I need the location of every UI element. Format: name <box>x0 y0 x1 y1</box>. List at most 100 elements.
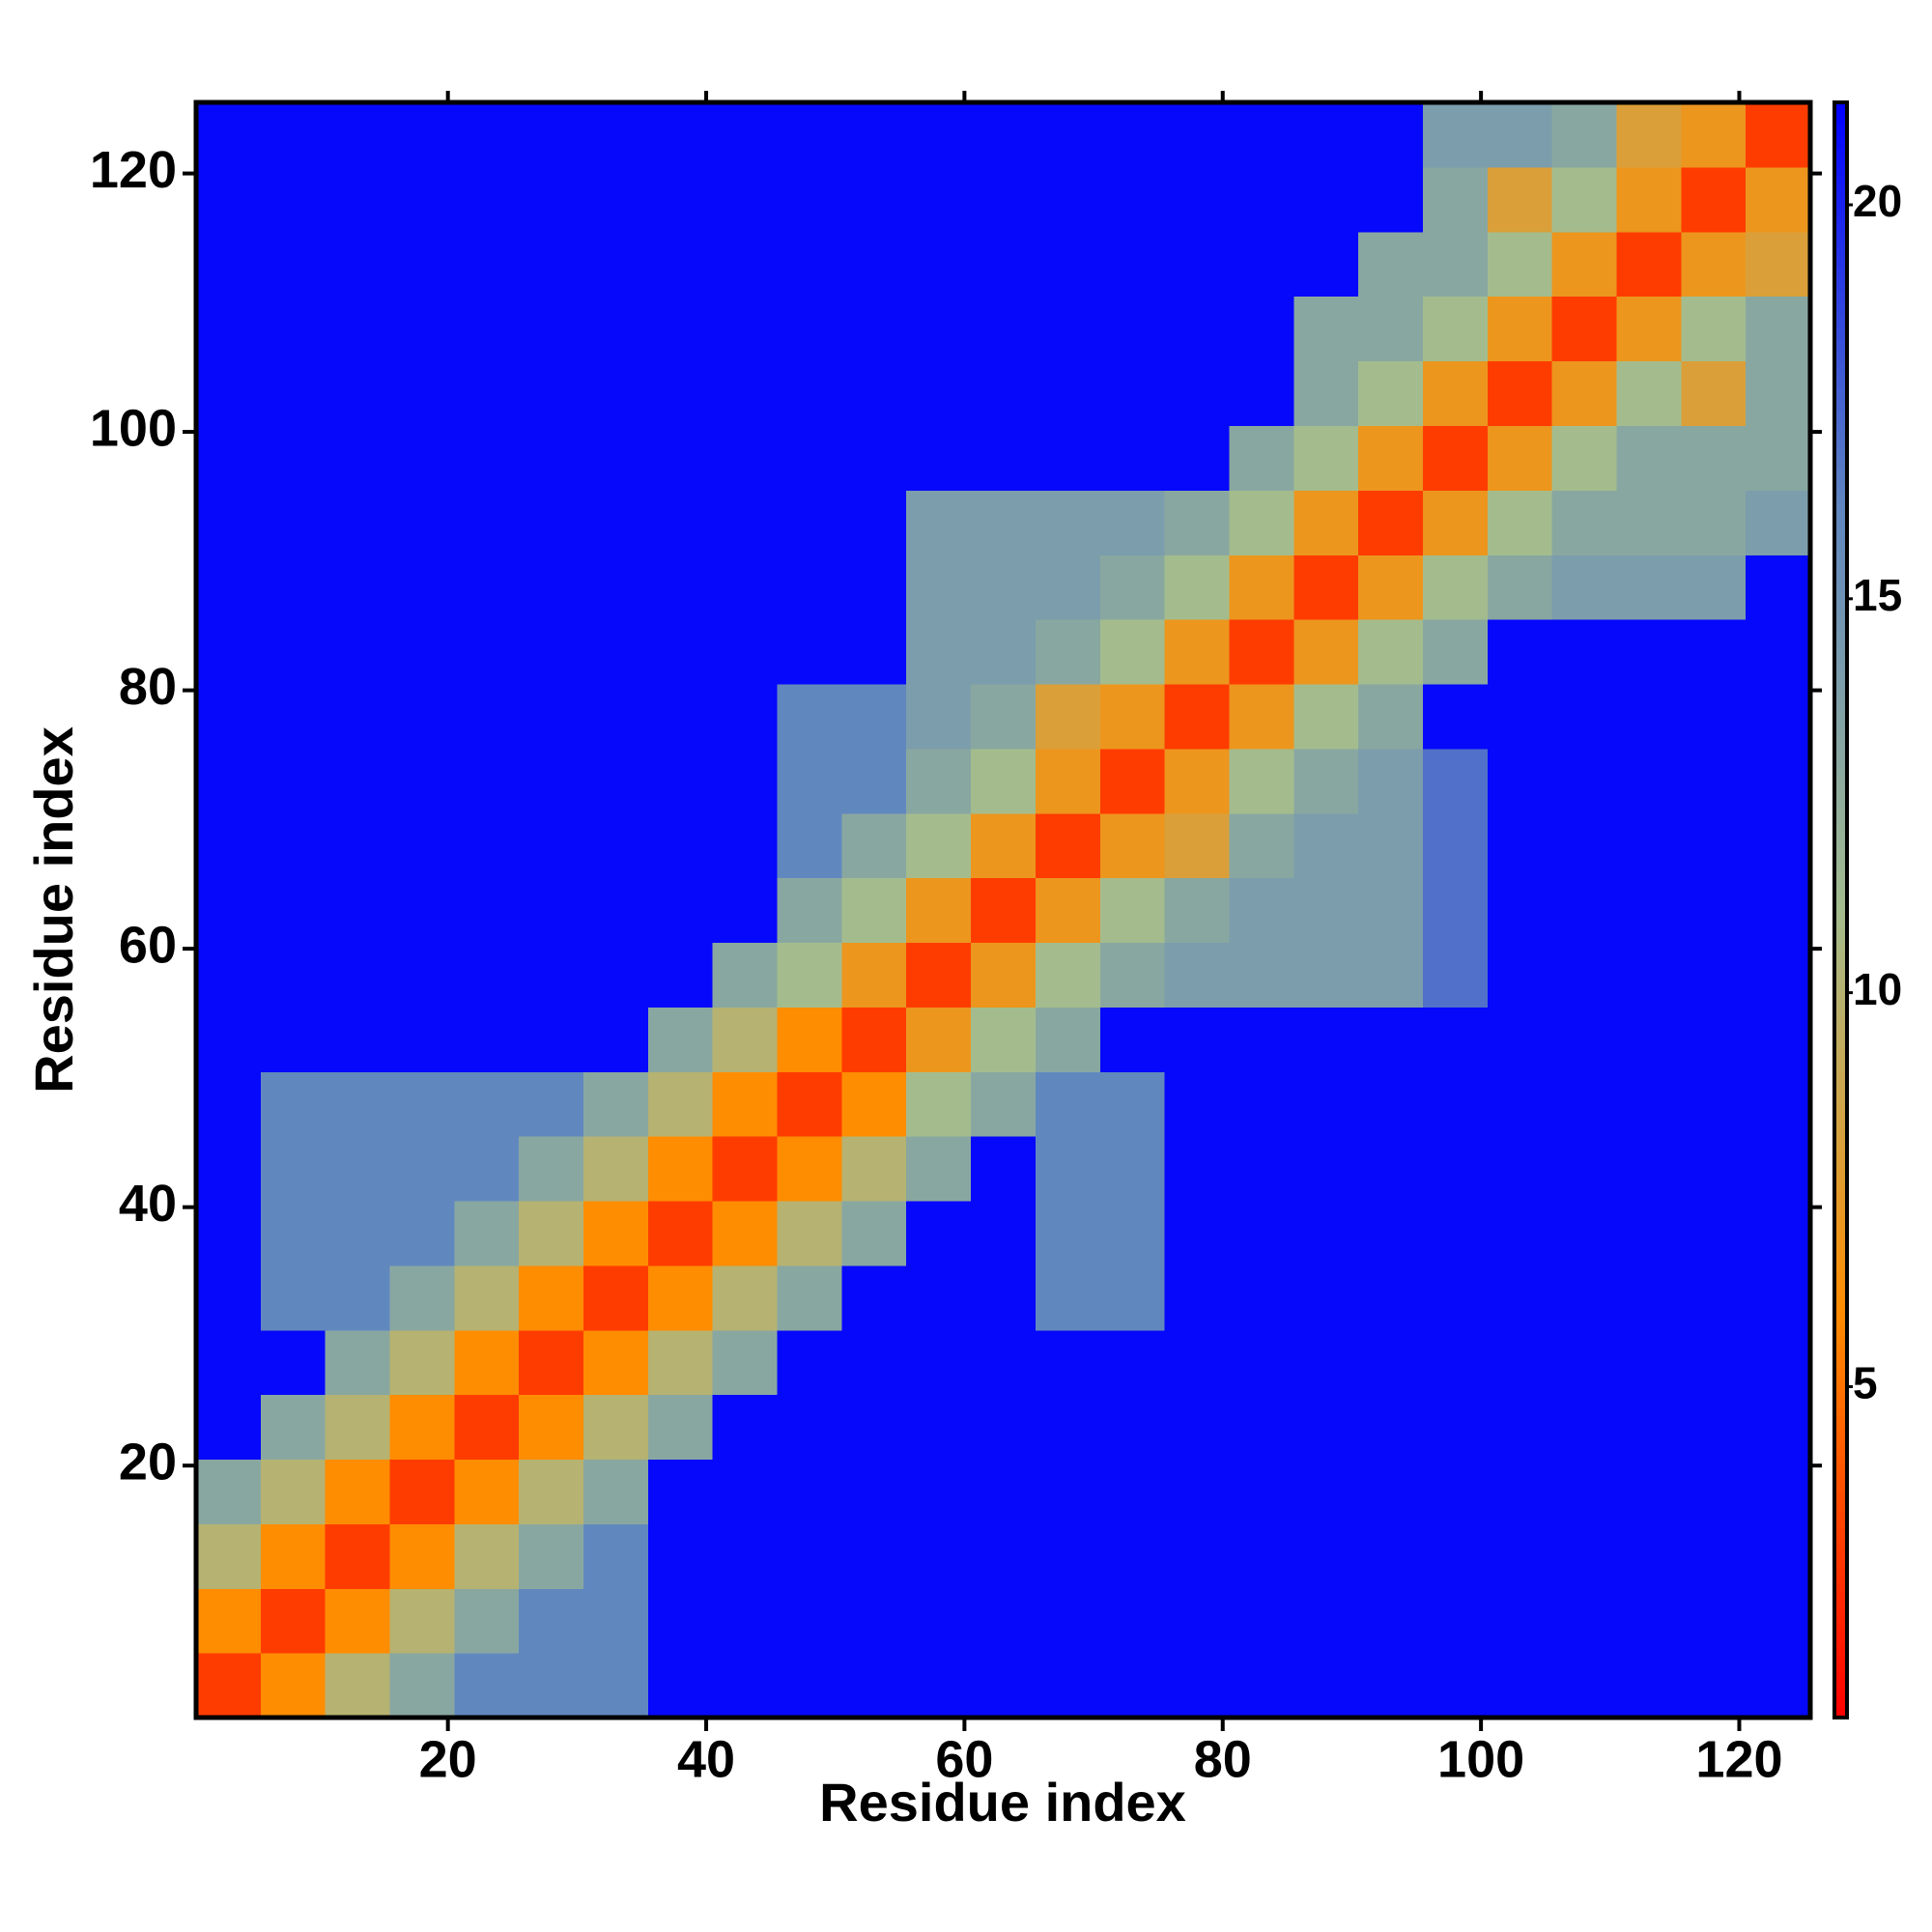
heatmap-cell <box>1099 166 1166 233</box>
heatmap-cell <box>260 1007 327 1072</box>
heatmap-cell <box>1551 296 1618 362</box>
heatmap-cell <box>389 942 455 1008</box>
heatmap-cell <box>454 1007 520 1072</box>
heatmap-cell <box>1487 296 1553 362</box>
colorbar <box>1833 100 1849 1719</box>
heatmap-cell <box>1487 425 1553 491</box>
y-tick-label: 60 <box>119 916 177 974</box>
heatmap-cell <box>260 1200 327 1266</box>
heatmap-cell <box>196 490 262 555</box>
heatmap-cell <box>325 1394 391 1461</box>
heatmap-cell <box>1422 425 1489 491</box>
heatmap-cell <box>1487 748 1553 814</box>
heatmap-cell <box>647 1329 714 1396</box>
heatmap-cell <box>1616 1394 1682 1461</box>
heatmap-cell <box>712 619 779 685</box>
heatmap-cell <box>1746 1007 1811 1072</box>
heatmap-cell <box>1746 1071 1811 1137</box>
heatmap-cell <box>647 490 714 555</box>
heatmap-cell <box>712 296 779 362</box>
heatmap-cell <box>971 1071 1037 1137</box>
heatmap-cell <box>583 1394 649 1461</box>
heatmap-cell <box>1746 1200 1811 1266</box>
heatmap-cell <box>906 102 972 168</box>
heatmap-cell <box>260 1136 327 1202</box>
heatmap-cell <box>841 490 907 555</box>
heatmap-cell <box>583 425 649 491</box>
heatmap-cell <box>325 812 391 879</box>
heatmap-cell <box>1035 1071 1101 1137</box>
x-tick-label: 120 <box>1695 1730 1782 1788</box>
heatmap-cell <box>712 1329 779 1396</box>
heatmap-cell <box>1358 554 1424 620</box>
heatmap-cell <box>454 877 520 944</box>
heatmap-cell <box>1099 1459 1166 1524</box>
heatmap-cell <box>712 425 779 491</box>
heatmap-cell <box>196 1653 262 1719</box>
heatmap-cell <box>1099 748 1166 814</box>
heatmap-cell <box>196 1200 262 1266</box>
heatmap-cell <box>519 231 584 298</box>
heatmap-cell <box>647 1394 714 1461</box>
heatmap-cell <box>906 1523 972 1589</box>
heatmap-cell <box>971 1200 1037 1266</box>
heatmap-cell <box>1551 1523 1618 1589</box>
heatmap-cell <box>260 166 327 233</box>
heatmap-cell <box>1099 296 1166 362</box>
heatmap-cell <box>1551 619 1618 685</box>
heatmap-cell <box>1358 942 1424 1008</box>
heatmap-cell <box>1551 1200 1618 1266</box>
heatmap-cell <box>1746 748 1811 814</box>
heatmap-cell <box>1681 1136 1747 1202</box>
heatmap-cell <box>389 360 455 426</box>
heatmap-cell <box>712 1523 779 1589</box>
heatmap-cell <box>1099 1264 1166 1331</box>
heatmap-cell <box>712 1136 779 1202</box>
heatmap-cell <box>647 1264 714 1331</box>
heatmap-cell <box>1358 1136 1424 1202</box>
heatmap-cell <box>1293 1653 1359 1719</box>
heatmap-cell <box>1487 1200 1553 1266</box>
x-tick-label: 100 <box>1437 1730 1524 1788</box>
heatmap-cell <box>1487 683 1553 750</box>
heatmap-cell <box>454 296 520 362</box>
heatmap-cell <box>1551 1588 1618 1654</box>
heatmap-cell <box>841 877 907 944</box>
heatmap-cell <box>1099 812 1166 879</box>
heatmap-cell <box>325 554 391 620</box>
heatmap-cell <box>1099 1136 1166 1202</box>
heatmap-cell <box>712 1394 779 1461</box>
heatmap-cell <box>1035 942 1101 1008</box>
heatmap-cell <box>1746 619 1811 685</box>
heatmap-cell <box>1358 1459 1424 1524</box>
heatmap-cell <box>1164 1136 1231 1202</box>
heatmap-cell <box>1616 812 1682 879</box>
heatmap-cell <box>454 231 520 298</box>
heatmap-cell <box>1487 812 1553 879</box>
heatmap-cell <box>971 1523 1037 1589</box>
heatmap-cell <box>1616 877 1682 944</box>
heatmap-cell <box>1293 1588 1359 1654</box>
heatmap-cell <box>712 554 779 620</box>
heatmap-cell <box>906 166 972 233</box>
y-tick-label: 20 <box>119 1433 177 1491</box>
heatmap-cell <box>1164 102 1231 168</box>
heatmap-cell <box>1551 1394 1618 1461</box>
heatmap-cell <box>196 1523 262 1589</box>
heatmap-cell <box>1358 1071 1424 1137</box>
heatmap-cell <box>971 942 1037 1008</box>
heatmap-cell <box>1229 102 1294 168</box>
heatmap-cell <box>1035 1653 1101 1719</box>
heatmap-cell <box>454 360 520 426</box>
heatmap-cell <box>196 231 262 298</box>
heatmap-cell <box>389 425 455 491</box>
heatmap-cell <box>1681 490 1747 555</box>
heatmap-cell <box>1035 683 1101 750</box>
heatmap-cell <box>971 360 1037 426</box>
heatmap-cell <box>454 425 520 491</box>
heatmap-cell <box>583 1264 649 1331</box>
heatmap-cell <box>325 877 391 944</box>
heatmap-cell <box>971 1264 1037 1331</box>
heatmap-cell <box>1035 877 1101 944</box>
heatmap-cell <box>325 619 391 685</box>
